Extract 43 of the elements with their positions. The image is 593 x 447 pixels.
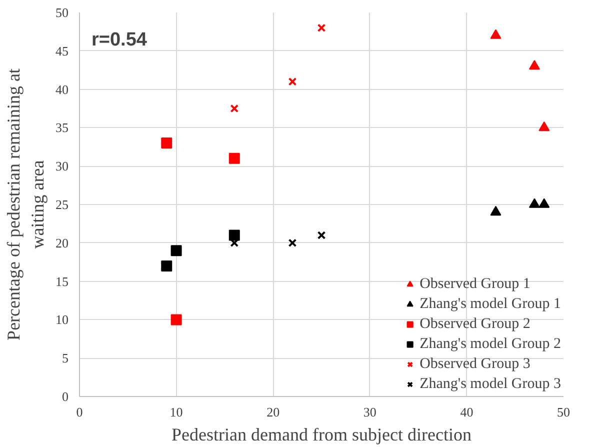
point [161, 260, 172, 272]
y-tick-label: 40 [56, 82, 68, 97]
x-tick-label: 30 [363, 404, 376, 420]
legend-label: Observed Group 2 [420, 316, 530, 332]
x-tick-label: 40 [460, 404, 474, 420]
point [288, 238, 297, 248]
point [170, 245, 182, 256]
point [538, 121, 550, 132]
y-tick-label: 20 [56, 235, 68, 250]
point [528, 60, 540, 70]
point [230, 104, 239, 113]
y-tick-label: 15 [56, 274, 68, 289]
point [317, 231, 326, 240]
y-tick-label: 45 [56, 43, 68, 58]
point [490, 29, 502, 39]
y-tick-label: 35 [56, 120, 68, 136]
legend-label: Zhang's model Group 1 [420, 296, 561, 312]
point [317, 24, 326, 32]
point [228, 152, 240, 164]
point [288, 77, 297, 86]
point [170, 314, 182, 326]
x-tick-label: 50 [557, 404, 570, 420]
y-tick-label: 0 [62, 389, 68, 404]
y-tick-label: 25 [56, 197, 68, 212]
point [490, 206, 502, 216]
x-tick-label: 0 [76, 404, 83, 420]
x-axis-title: Pedestrian demand from subject direction [172, 424, 472, 444]
legend-label: Zhang's model Group 2 [420, 336, 561, 352]
legend-label: Observed Group 1 [420, 276, 530, 292]
point [538, 198, 550, 208]
y-axis-title: Percentage of pedestrian remaining at waiting area [4, 68, 48, 340]
point [228, 230, 240, 241]
point [528, 198, 540, 208]
y-tick-label: 10 [56, 312, 68, 328]
x-tick-label: 20 [266, 404, 280, 420]
annotation: r=0.54 [92, 30, 148, 50]
legend-label: Observed Group 3 [420, 356, 530, 372]
y-tick-label: 5 [62, 350, 68, 366]
legend-label: Zhang's model Group 3 [420, 376, 561, 392]
y-tick-label: 50 [56, 5, 68, 20]
y-tick-label: 30 [56, 158, 68, 174]
x-tick-label: 10 [170, 404, 183, 420]
point [161, 138, 172, 149]
